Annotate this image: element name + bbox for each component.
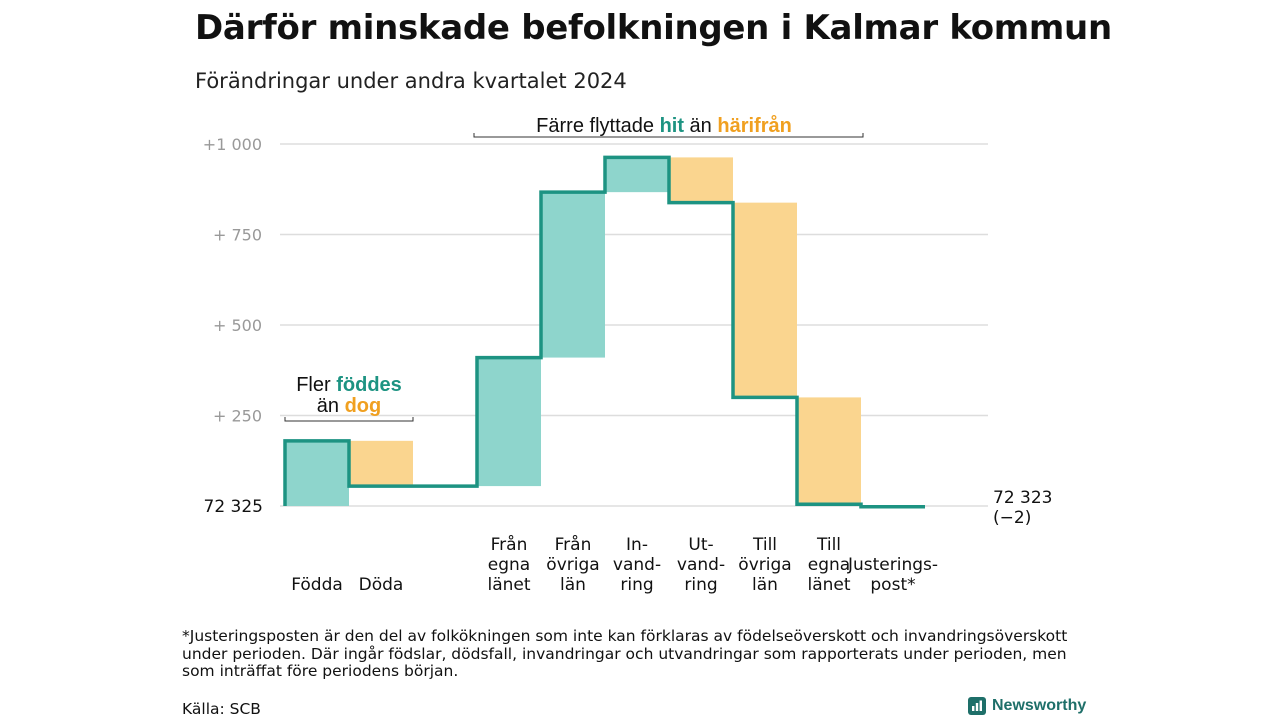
- category-label: Till: [752, 535, 777, 555]
- footnote: *Justeringsposten är den del av folkökni…: [182, 627, 1068, 680]
- category-label: länet: [487, 575, 530, 595]
- annotation-segment: hit: [660, 115, 685, 137]
- category-label: egna: [488, 555, 530, 575]
- decrease-bar: [669, 157, 733, 203]
- increase-bar: [541, 192, 605, 358]
- source-credit: Källa: SCB: [182, 700, 261, 718]
- category-label: ring: [620, 575, 653, 595]
- start-value-label: 72 325: [204, 497, 263, 517]
- brand-name: Newsworthy: [992, 697, 1087, 714]
- category-label: egna: [808, 555, 850, 575]
- y-tick-label: + 250: [213, 407, 262, 426]
- annotation-segment: än: [684, 115, 717, 137]
- category-label: län: [752, 575, 778, 595]
- annotation-bracket: [284, 417, 414, 422]
- category-label: Ut-: [688, 535, 713, 555]
- category-label: post*: [870, 575, 915, 595]
- y-tick-label: +1 000: [203, 135, 262, 154]
- y-axis-ticks: +1 000 + 750 + 500 + 250: [203, 135, 262, 426]
- newsworthy-logo-icon: [968, 697, 986, 715]
- category-label: vand-: [677, 555, 725, 575]
- annotation-segment: Fler: [296, 374, 336, 396]
- category-label: Till: [816, 535, 841, 555]
- category-label: Från: [555, 534, 592, 555]
- bars: [285, 157, 861, 506]
- step-lines: [283, 155, 925, 509]
- annotation-segment: Färre flyttade: [536, 115, 659, 137]
- category-label: Från: [491, 534, 528, 555]
- decrease-bar: [797, 397, 861, 505]
- chart-subtitle: Förändringar under andra kvartalet 2024: [195, 69, 627, 93]
- chart-title: Därför minskade befolkningen i Kalmar ko…: [195, 8, 1112, 48]
- cumulative-step-line: [283, 155, 925, 509]
- annotation-text: Fler föddes: [296, 374, 402, 396]
- y-tick-label: + 750: [213, 226, 262, 245]
- annotation-text: Färre flyttade hit än härifrån: [536, 114, 792, 137]
- category-label: Döda: [359, 575, 404, 595]
- category-label: övriga: [738, 555, 791, 575]
- decrease-bar: [349, 440, 413, 487]
- increase-bar: [477, 357, 541, 487]
- category-label: In-: [626, 535, 648, 555]
- annotation-bracket: [473, 133, 864, 138]
- category-label: vand-: [613, 555, 661, 575]
- waterfall-chart: +1 000 + 750 + 500 + 250 72 325 72 323(−2) Fö…: [203, 114, 1053, 595]
- brand[interactable]: Newsworthy: [968, 697, 1086, 715]
- category-labels: 72 325 72 323(−2)Födda DödaFrånegnalänetFr…: [204, 488, 1053, 595]
- annotation-segment: dog: [345, 395, 382, 417]
- annotation-segment: än: [317, 395, 345, 417]
- annotation-segment: härifrån: [717, 114, 791, 137]
- category-label: Justerings-: [847, 555, 938, 575]
- decrease-bar: [733, 202, 797, 398]
- increase-bar: [285, 440, 349, 506]
- category-label: länet: [807, 575, 850, 595]
- category-label: län: [560, 575, 586, 595]
- category-label: Födda: [291, 575, 343, 595]
- increase-bar: [605, 157, 669, 193]
- end-value-label: 72 323: [993, 488, 1052, 508]
- annotation-segment: föddes: [336, 374, 402, 396]
- end-value-label: (−2): [993, 508, 1031, 528]
- category-label: övriga: [546, 555, 599, 575]
- annotation-text: än dog: [317, 395, 381, 417]
- y-tick-label: + 500: [213, 316, 262, 335]
- category-label: ring: [684, 575, 717, 595]
